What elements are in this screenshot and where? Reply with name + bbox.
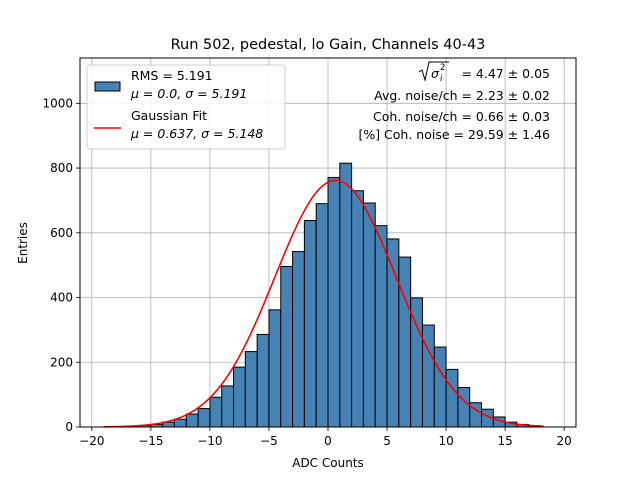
x-axis: −20 −15 −10 −5 0 5 10 15 20 — [79, 427, 572, 448]
histogram-bar — [268, 309, 282, 428]
x-tick-label: −15 — [138, 434, 163, 448]
histogram-bar — [221, 385, 235, 428]
x-tick-label: 10 — [438, 434, 453, 448]
histogram-bar — [445, 368, 459, 428]
svg-text:i: i — [440, 74, 443, 84]
histogram-bar — [185, 413, 199, 428]
annotation-total-noise: = 4.47 ± 0.05 — [457, 66, 550, 81]
histogram-bar — [173, 418, 187, 428]
chart-title: Run 502, pedestal, lo Gain, Channels 40-… — [171, 37, 486, 53]
annotation-coh-noise-percent: [%] Coh. noise = 29.59 ± 1.46 — [358, 127, 550, 142]
x-tick-label: −20 — [79, 434, 104, 448]
histogram-bar — [280, 265, 294, 428]
legend: RMS = 5.191 μ = 0.0, σ = 5.191 Gaussian … — [86, 64, 286, 150]
legend-entry-fit-line1: Gaussian Fit — [131, 108, 207, 123]
histogram-bars — [126, 162, 542, 428]
sqrt-sigma-symbol: σ i 2 — [418, 61, 449, 84]
legend-entry-fit-line2: μ = 0.637, σ = 5.148 — [130, 126, 263, 141]
histogram-bar — [433, 346, 447, 428]
histogram-bar — [233, 366, 246, 428]
histogram-bar — [256, 333, 270, 428]
x-tick-label: 15 — [498, 434, 513, 448]
histogram-bar — [292, 251, 305, 428]
y-tick-label: 400 — [50, 291, 73, 305]
y-tick-label: 200 — [50, 355, 73, 369]
histogram-bar — [398, 256, 412, 428]
y-tick-label: 600 — [50, 226, 73, 240]
legend-swatch-histogram — [94, 81, 121, 92]
y-axis: 0 200 400 600 800 1000 — [42, 96, 80, 434]
x-tick-label: 5 — [383, 434, 391, 448]
noise-annotations: σ i 2 = 4.47 ± 0.05 Avg. noise/ch = 2.23… — [358, 61, 550, 142]
legend-entry-histogram-line1: RMS = 5.191 — [131, 68, 213, 83]
y-tick-label: 1000 — [42, 96, 73, 110]
svg-text:2: 2 — [440, 63, 445, 73]
x-tick-label: −10 — [197, 434, 222, 448]
histogram-bar — [339, 162, 353, 428]
histogram-bar — [327, 176, 341, 428]
svg-text:σ: σ — [431, 66, 440, 81]
x-tick-label: 0 — [324, 434, 332, 448]
histogram-bar — [315, 203, 329, 428]
histogram-bar — [457, 387, 471, 428]
legend-box — [86, 64, 286, 150]
histogram-bar — [374, 225, 388, 428]
histogram-bar — [351, 190, 364, 428]
y-tick-label: 0 — [65, 420, 73, 434]
histogram-bar — [209, 396, 223, 428]
x-tick-label: 20 — [557, 434, 572, 448]
histogram-bar — [244, 351, 258, 428]
histogram-bar — [197, 408, 211, 428]
gaussian-fit-curve — [103, 179, 545, 428]
annotation-coh-noise: Coh. noise/ch = 0.66 ± 0.03 — [373, 109, 550, 124]
y-tick-label: 800 — [50, 161, 73, 175]
histogram-bar — [362, 202, 376, 428]
x-tick-label: −5 — [260, 434, 278, 448]
y-axis-label: Entries — [16, 222, 30, 264]
legend-entry-histogram-line2: μ = 0.0, σ = 5.191 — [130, 86, 247, 101]
histogram-bar — [303, 219, 317, 428]
annotation-avg-noise: Avg. noise/ch = 2.23 ± 0.02 — [374, 88, 550, 103]
x-axis-label: ADC Counts — [292, 456, 364, 470]
